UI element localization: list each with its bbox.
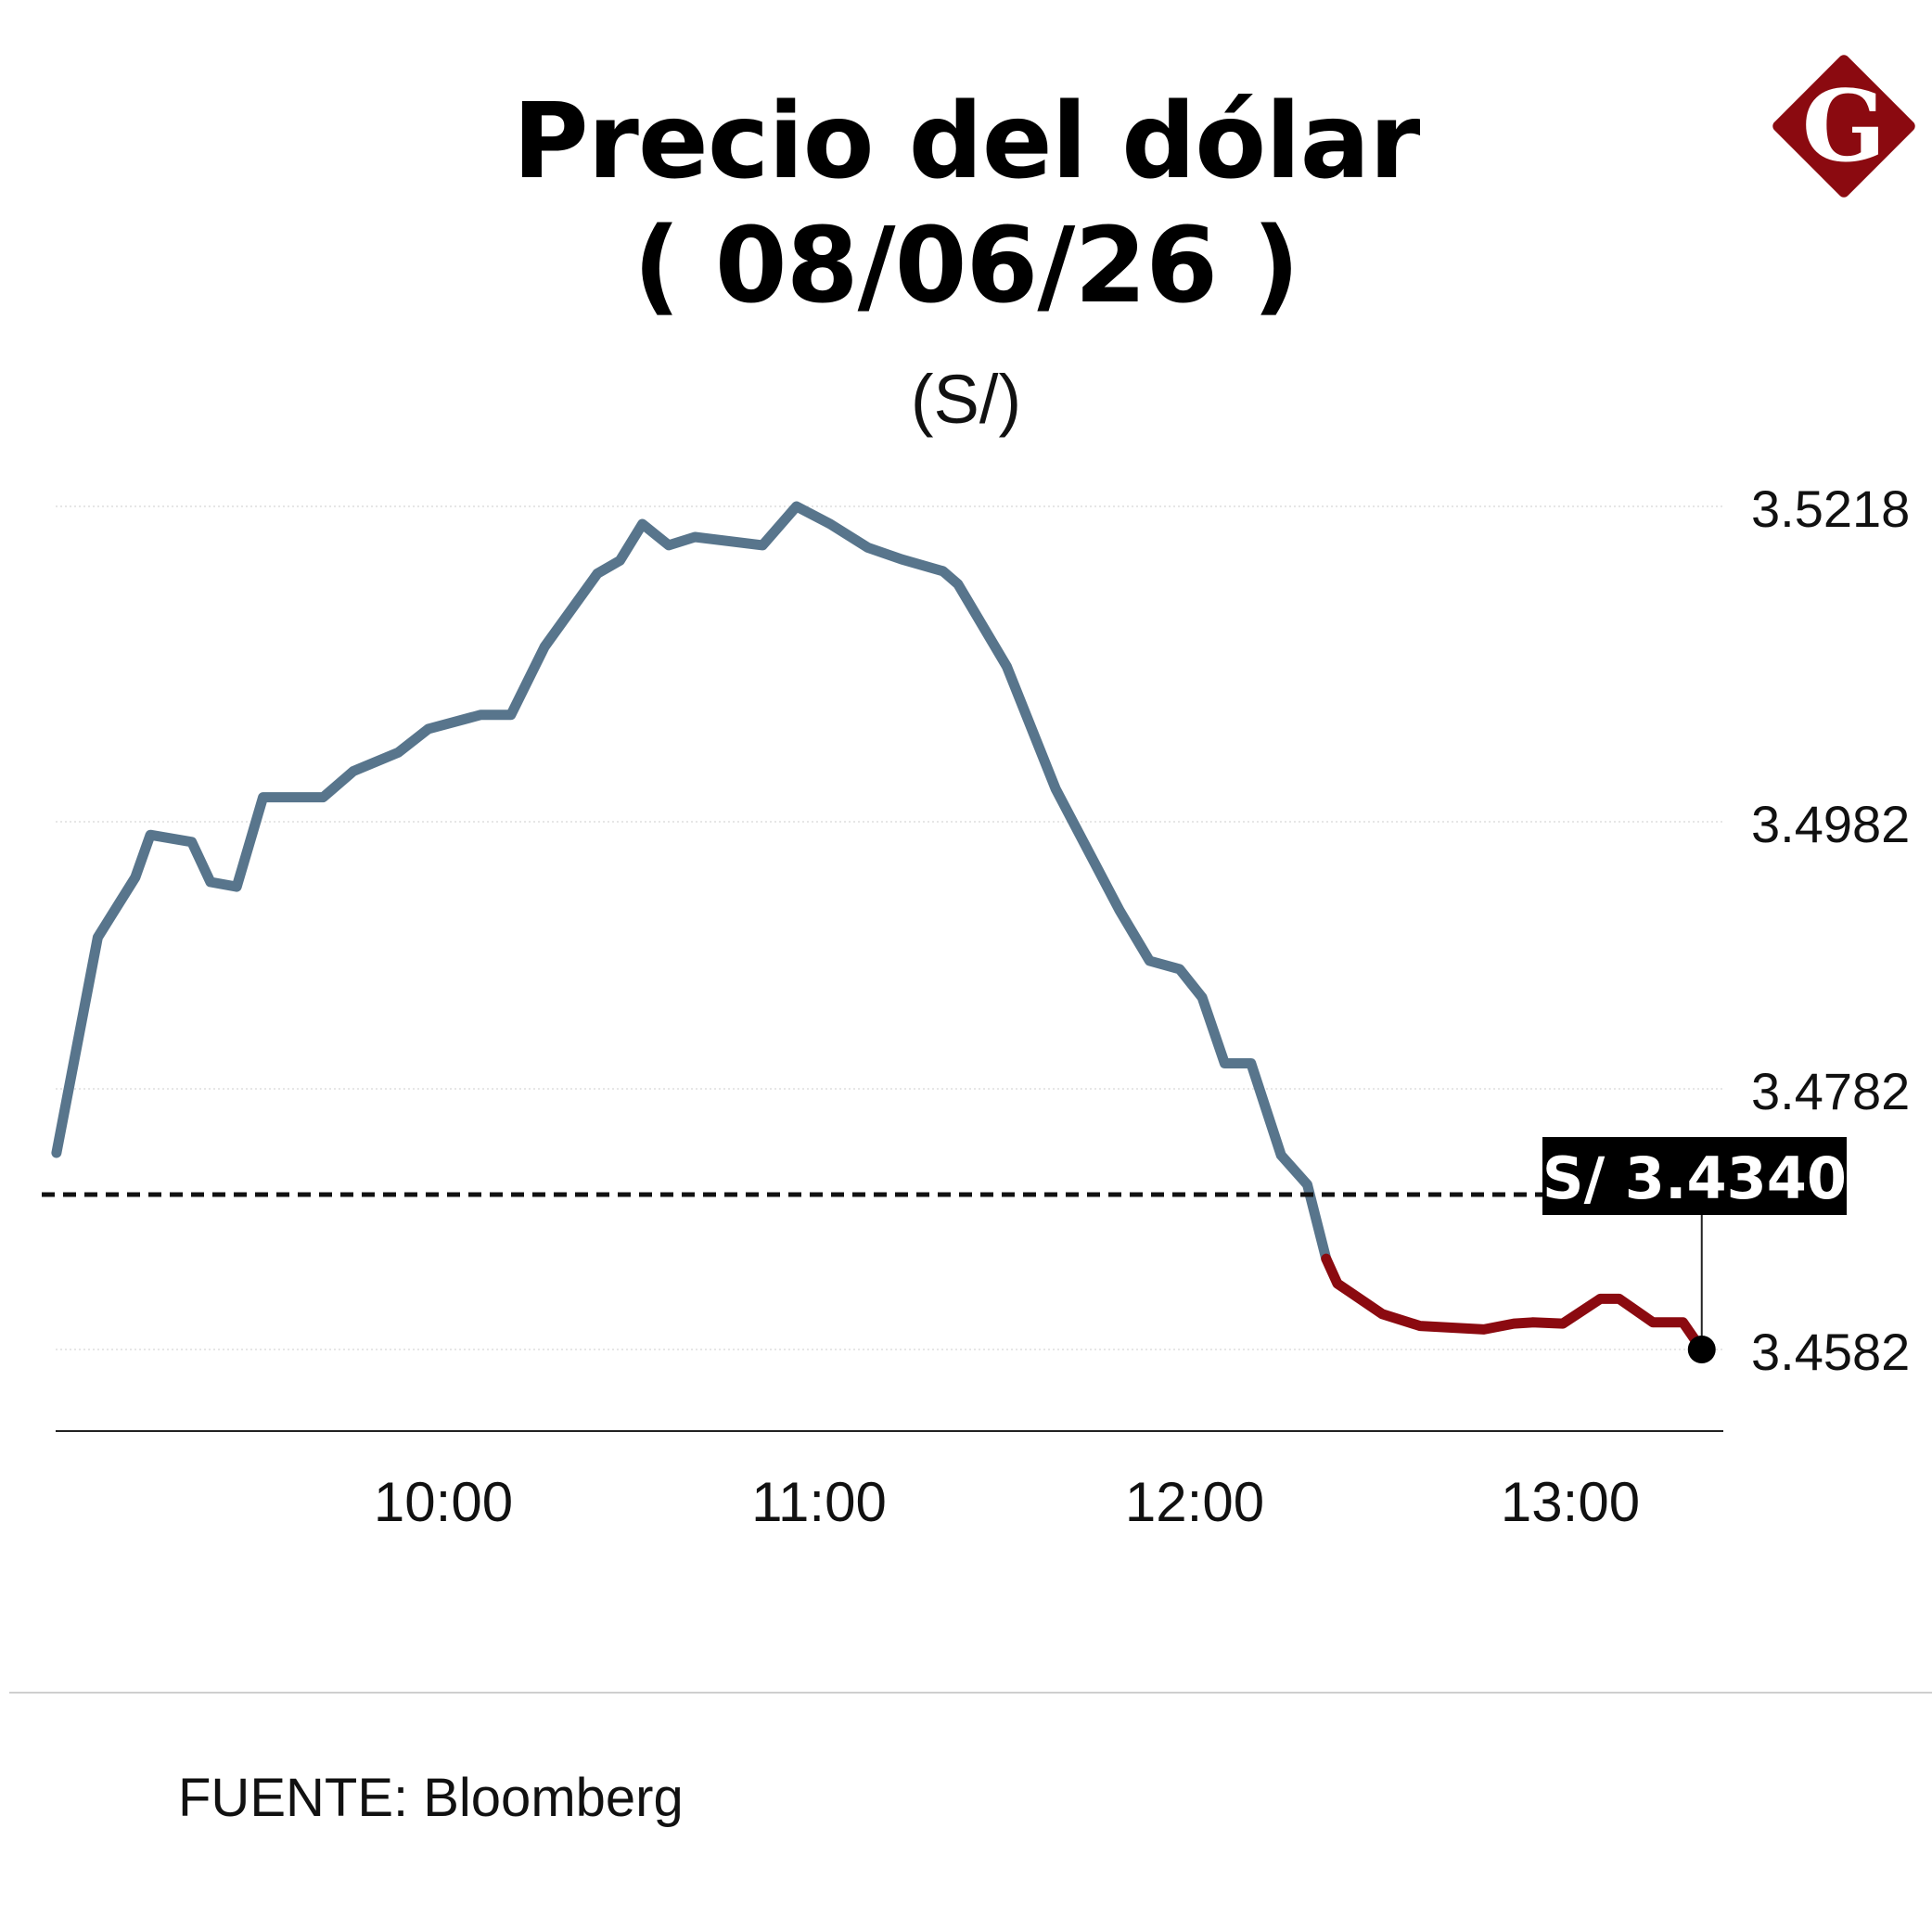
y-tick-label: 3.5218 [1751, 480, 1910, 538]
x-tick-label: 12:00 [1125, 1471, 1264, 1533]
reference-label: S/ 3.4340 [1542, 1144, 1847, 1212]
source-note: FUENTE: Bloomberg [178, 1768, 684, 1828]
chart-title: Precio del dólar [512, 82, 1421, 202]
logo-icon: G [1772, 55, 1915, 198]
x-tick-label: 11:00 [751, 1471, 887, 1533]
x-tick-label: 10:00 [374, 1471, 513, 1533]
last-point-marker [1687, 1336, 1716, 1363]
chart-date: ( 08/06/26 ) [633, 206, 1300, 326]
unit-label: (S/) [910, 361, 1022, 438]
price-line-earlier [51, 501, 1332, 1264]
reference-label-box [1542, 1137, 1847, 1215]
price-line-later [1321, 1253, 1708, 1355]
footer-divider [9, 1692, 1932, 1694]
logo-letter: G [1802, 68, 1887, 184]
x-tick-label: 13:00 [1501, 1471, 1640, 1533]
y-tick-label: 3.4782 [1751, 1062, 1910, 1120]
y-tick-label: 3.4982 [1751, 795, 1910, 853]
y-tick-label: 3.4582 [1751, 1323, 1910, 1381]
